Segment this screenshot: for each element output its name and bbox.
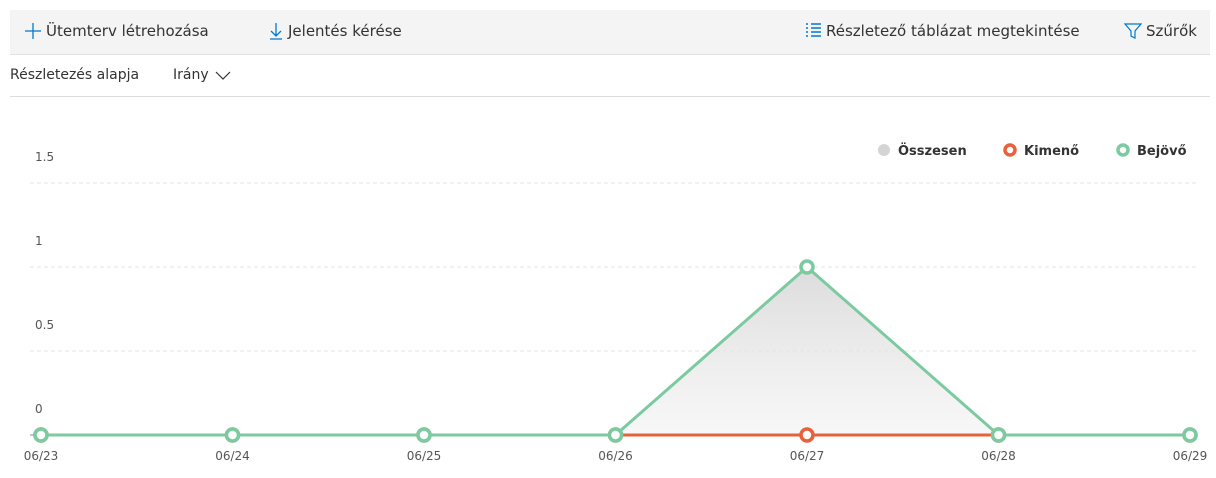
legend-label: Bejövő <box>1137 144 1187 159</box>
label: Jelentés kérése <box>288 22 402 40</box>
filters-button[interactable]: Szűrők <box>1124 22 1197 40</box>
x-tick-label: 06/23 <box>24 449 59 463</box>
legend-swatch <box>1116 143 1130 157</box>
x-tick-label: 06/26 <box>598 449 633 463</box>
point <box>1182 427 1198 443</box>
area <box>41 267 1190 435</box>
x-tick-label: 06/28 <box>981 449 1016 463</box>
point <box>416 427 432 443</box>
legend-label: Összesen <box>898 143 967 159</box>
y-tick-label: 1.5 <box>35 150 54 164</box>
chart: 0 0.5 1 1.5 06/23 06/24 06/25 06/26 06/27 06/28 06… <box>24 143 1208 463</box>
label: Szűrők <box>1146 22 1197 40</box>
list-icon <box>806 23 821 37</box>
x-tick-label: 06/29 <box>1173 449 1208 463</box>
legend-swatch <box>878 144 890 156</box>
point <box>799 259 815 275</box>
breakdown-label: Részletezés alapja <box>10 67 140 83</box>
x-tick-label: 06/27 <box>790 449 825 463</box>
point <box>33 427 49 443</box>
breakdown-row: Részletezés alapja Irány <box>10 55 1210 97</box>
point <box>990 427 1007 443</box>
point <box>607 427 624 443</box>
y-tick-label: 0 <box>35 402 43 416</box>
breakdown-dropdown[interactable]: Irány <box>173 67 231 83</box>
x-tick-label: 06/25 <box>407 449 442 463</box>
point <box>224 427 241 443</box>
create-schedule-button[interactable]: Ütemterv létrehozása <box>24 22 209 40</box>
filter-icon <box>1124 23 1142 39</box>
request-report-button[interactable]: Jelentés kérése <box>268 22 402 40</box>
breakdown-value: Irány <box>173 67 209 83</box>
toolbar: Ütemterv létrehozása Jelentés kérése Rés… <box>10 10 1210 55</box>
download-icon <box>270 23 282 40</box>
y-tick-label: 1 <box>35 234 43 248</box>
legend-label: Kimenő <box>1024 144 1079 159</box>
x-tick-label: 06/24 <box>215 449 250 463</box>
label: Ütemterv létrehozása <box>46 22 209 40</box>
view-details-button[interactable]: Részletező táblázat megtekintése <box>804 22 1080 40</box>
label: Részletező táblázat megtekintése <box>826 22 1080 40</box>
point <box>799 427 815 443</box>
plus-icon <box>25 23 41 39</box>
legend-swatch <box>1003 143 1017 157</box>
y-tick-label: 0.5 <box>35 318 54 332</box>
chevron <box>215 71 231 80</box>
